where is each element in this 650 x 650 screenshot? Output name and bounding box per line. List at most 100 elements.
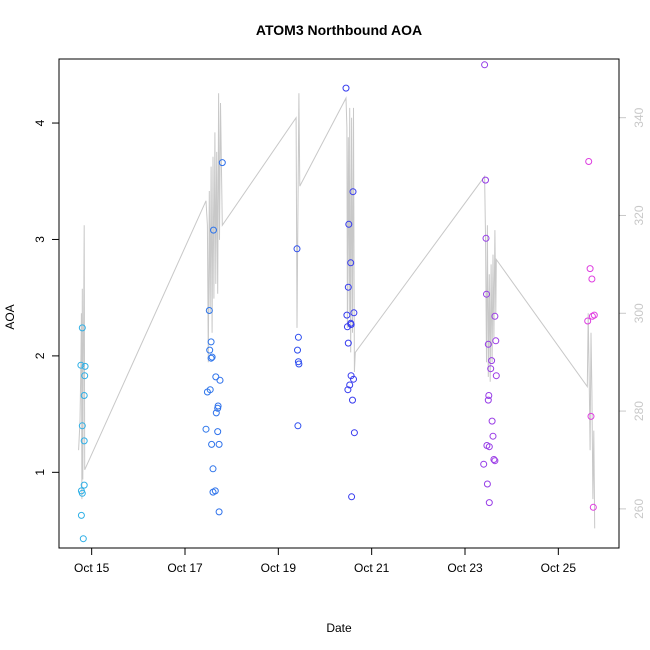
- data-point: [293, 245, 301, 253]
- data-point: [491, 312, 499, 320]
- data-point: [212, 373, 220, 381]
- data-point: [79, 535, 87, 543]
- data-point: [348, 493, 356, 501]
- data-point: [347, 259, 355, 267]
- data-point: [211, 487, 219, 495]
- data-point: [483, 480, 491, 488]
- data-point: [78, 324, 86, 332]
- data-point: [294, 346, 301, 354]
- data-point: [485, 443, 493, 451]
- x-tick-label-0: Oct 15: [74, 561, 110, 575]
- data-point: [488, 357, 496, 365]
- data-point: [350, 429, 358, 437]
- data-point: [349, 396, 356, 404]
- data-point: [484, 340, 492, 348]
- data-point: [482, 234, 490, 242]
- x-tick-label-2: Oct 19: [261, 561, 297, 575]
- right-axis-line-series: [78, 93, 596, 529]
- x-tick-label-4: Oct 23: [447, 561, 483, 575]
- data-point: [208, 440, 216, 448]
- y2-tick-label-3: 320: [632, 205, 646, 225]
- data-point: [81, 362, 89, 370]
- data-point: [215, 508, 223, 516]
- y2-tick-label-4: 340: [632, 107, 646, 127]
- data-point: [482, 176, 489, 184]
- data-point: [487, 365, 495, 373]
- axes: Oct 15 Oct 17 Oct 19 Oct 21 Oct 23 Oct 251234…: [33, 107, 646, 575]
- data-point: [295, 360, 303, 368]
- data-point: [214, 428, 222, 436]
- data-point: [588, 275, 596, 283]
- data-point: [491, 457, 499, 465]
- y2-tick-label-2: 300: [632, 303, 646, 323]
- data-point: [208, 353, 216, 361]
- data-point: [344, 283, 352, 291]
- data-point: [81, 372, 89, 380]
- data-point: [490, 456, 498, 463]
- y-tick-label-3: 4: [33, 119, 47, 126]
- x-tick-label-5: Oct 25: [541, 561, 577, 575]
- data-point: [344, 386, 352, 394]
- data-point: [585, 158, 593, 165]
- data-point: [206, 346, 214, 354]
- data-point: [587, 412, 595, 420]
- data-point: [584, 317, 592, 325]
- data-point: [207, 354, 215, 362]
- data-point: [212, 409, 220, 417]
- data-point: [349, 188, 357, 196]
- data-point: [480, 460, 488, 468]
- data-point: [485, 392, 493, 399]
- data-point: [218, 159, 226, 167]
- data-point: [347, 372, 355, 380]
- plot-frame: [58, 58, 620, 549]
- data-point: [492, 372, 500, 380]
- y-tick-label-0: 1: [33, 469, 47, 476]
- data-point: [216, 376, 224, 384]
- data-point: [210, 226, 217, 234]
- x-axis-label: Date: [326, 621, 352, 635]
- data-point: [492, 337, 500, 345]
- data-point: [294, 422, 302, 430]
- data-point: [78, 422, 86, 430]
- data-point: [590, 311, 598, 319]
- data-point: [80, 481, 88, 489]
- data-point: [294, 333, 302, 341]
- data-point: [205, 307, 213, 314]
- data-point: [345, 220, 353, 228]
- data-point: [589, 503, 597, 511]
- data-point: [485, 499, 493, 507]
- data-point: [484, 396, 492, 404]
- data-point: [342, 84, 350, 92]
- y-tick-label-1: 2: [33, 352, 47, 359]
- y-axis-label: AOA: [3, 304, 17, 329]
- chart-title: ATOM3 Northbound AOA: [256, 22, 422, 38]
- data-point: [346, 381, 354, 389]
- data-point: [481, 61, 489, 69]
- y2-tick-label-0: 260: [632, 499, 646, 519]
- series-line-0: [78, 93, 596, 529]
- data-point: [483, 290, 490, 298]
- data-point: [347, 321, 355, 328]
- y2-tick-label-1: 280: [632, 401, 646, 421]
- data-point: [202, 425, 210, 433]
- x-tick-label-1: Oct 17: [167, 561, 203, 575]
- x-tick-label-3: Oct 21: [354, 561, 390, 575]
- data-point: [206, 386, 214, 394]
- y-tick-label-2: 3: [33, 236, 47, 243]
- data-point: [586, 265, 594, 273]
- data-point: [350, 309, 358, 317]
- data-point: [344, 339, 352, 347]
- data-point: [215, 440, 223, 448]
- data-point: [80, 437, 88, 445]
- data-point: [343, 311, 351, 319]
- data-point: [77, 361, 85, 369]
- aoa-point-series: [77, 61, 598, 543]
- data-point: [207, 338, 215, 346]
- data-point: [78, 489, 86, 497]
- data-point: [80, 392, 88, 399]
- data-point: [489, 432, 497, 440]
- data-point: [588, 312, 596, 320]
- data-point: [214, 402, 222, 410]
